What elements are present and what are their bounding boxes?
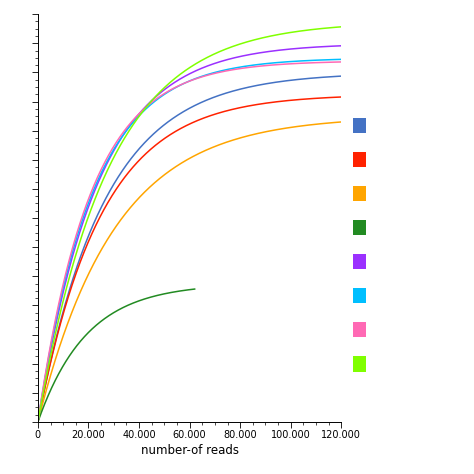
X-axis label: number-of reads: number-of reads <box>141 444 238 457</box>
